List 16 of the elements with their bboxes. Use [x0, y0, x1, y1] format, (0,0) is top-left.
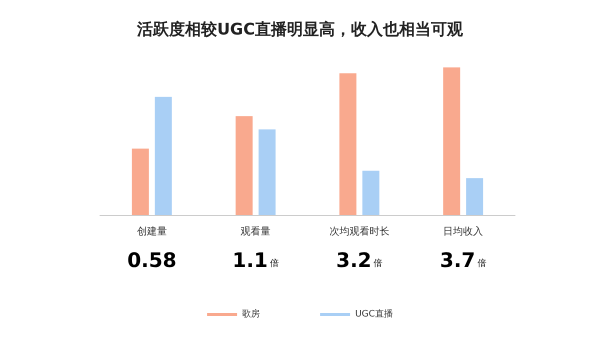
x-tick-label: 次均观看时长 [329, 226, 390, 238]
legend-label: UGC直播 [355, 308, 393, 320]
bar [154, 96, 172, 215]
bar [132, 148, 149, 215]
bar [236, 116, 253, 215]
chart-title: 活跃度相较UGC直播明显高，收入也相当可观 [136, 20, 464, 38]
x-tick-label: 日均收入 [443, 226, 484, 238]
x-tick-label: 观看量 [240, 226, 271, 238]
bar [362, 170, 380, 215]
x-tick-label: 创建量 [136, 226, 167, 238]
legend-label: 歌房 [242, 308, 260, 320]
text: 0.58 [127, 248, 177, 272]
bar [258, 129, 276, 215]
bar [443, 67, 460, 215]
bar [466, 178, 484, 215]
bar [339, 73, 356, 215]
